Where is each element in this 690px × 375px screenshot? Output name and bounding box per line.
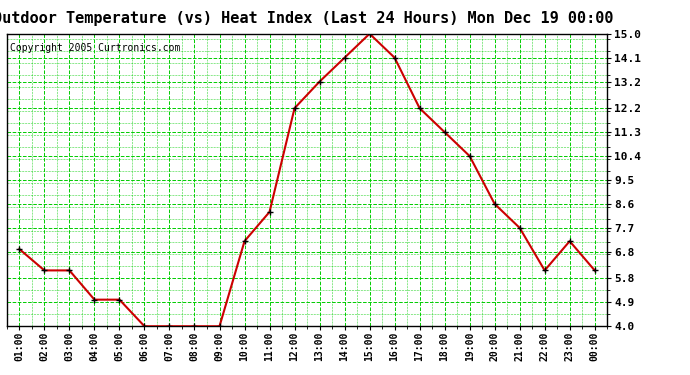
Text: Outdoor Temperature (vs) Heat Index (Last 24 Hours) Mon Dec 19 00:00: Outdoor Temperature (vs) Heat Index (Las…: [0, 11, 614, 26]
Text: Copyright 2005 Curtronics.com: Copyright 2005 Curtronics.com: [10, 42, 180, 52]
